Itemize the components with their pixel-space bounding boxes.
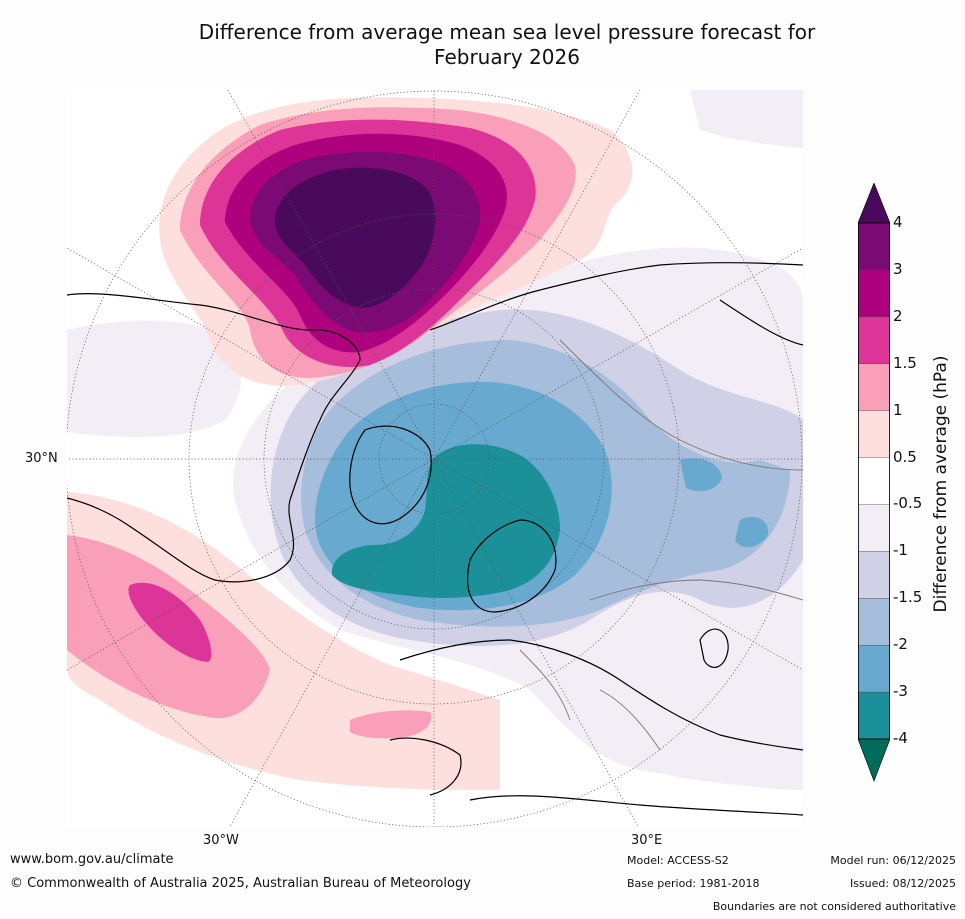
colorbar-tick-label: -0.5: [893, 494, 923, 513]
colorbar-tick-label: 0.5: [893, 447, 917, 466]
colorbar-tick-label: -4: [893, 729, 908, 747]
anomaly-region-magenta-south: [128, 582, 212, 662]
anomaly-region-pink-atlantic: [350, 710, 432, 739]
coastline-eurasia-north: [429, 262, 803, 331]
footer-website: www.bom.gov.au/climate: [10, 852, 174, 867]
colorbar-tick-label: 2: [893, 306, 903, 325]
colorbar-tick-label: 4: [893, 213, 903, 231]
colorbar-tick-label: 1: [893, 400, 903, 419]
country-borders: [519, 339, 803, 751]
colorbar-segment-3_4: [858, 222, 890, 271]
colorbar-title: Difference from average (hPa): [931, 355, 951, 613]
footer-disclaimer: Boundaries are not considered authoritat…: [712, 900, 956, 913]
lat-label-30n: 30°N: [25, 451, 58, 466]
anomaly-region-lavender-topright: [690, 90, 803, 148]
coastline-caspian: [699, 628, 729, 668]
coastline-greenland: [349, 425, 432, 525]
anomaly-region-teal: [331, 444, 560, 598]
pressure-anomaly-map: [67, 90, 803, 827]
coastline-europe: [399, 639, 803, 751]
colorbar-segment-1_1.5: [858, 363, 890, 412]
colorbar-segment-n3_n2: [858, 644, 890, 693]
anomaly-region-blue-asia: [680, 458, 722, 492]
colorbar-tick-label: -2: [893, 635, 908, 654]
map-title: Difference from average mean sea level p…: [0, 20, 965, 70]
coastline-scandinavia: [467, 519, 557, 613]
colorbar-segment-n1_n0.5: [858, 504, 890, 552]
anomaly-region-lavender-pacific: [67, 320, 242, 437]
coastlines: [67, 262, 803, 816]
coastline-asia-east: [719, 299, 803, 346]
footer-model-run: Model run: 06/12/2025: [830, 854, 956, 867]
colorbar-segment-n4_n3: [858, 691, 890, 740]
colorbar-segment-1.5_2: [858, 316, 890, 365]
coastline-north-america: [67, 293, 361, 583]
lon-label-30e: 30°E: [631, 833, 663, 848]
footer-model: Model: ACCESS-S2: [627, 854, 729, 867]
colorbar-tick-label: -1: [893, 541, 908, 560]
anomaly-region-deep-purple-north: [274, 167, 436, 308]
graticule: [67, 90, 803, 827]
colorbar-tick-label: -1.5: [893, 588, 923, 607]
anomaly-region-blue-asia2: [735, 516, 769, 548]
colorbar-tick-label: -3: [893, 682, 908, 701]
colorbar-segment-n1.5_n1: [858, 551, 890, 599]
coastline-africa: [469, 795, 803, 816]
footer-issued: Issued: 08/12/2025: [849, 877, 956, 890]
footer-base-period: Base period: 1981-2018: [627, 877, 760, 890]
colorbar-segment-n0.5_0.5: [858, 457, 890, 505]
title-line-2: February 2026: [434, 45, 580, 69]
coastline-iberia: [389, 737, 462, 796]
title-line-1: Difference from average mean sea level p…: [198, 20, 816, 44]
colorbar-segment-2_3: [858, 269, 890, 318]
colorbar-bottom-extend: [858, 738, 890, 782]
footer-copyright: © Commonwealth of Australia 2025, Austra…: [10, 876, 471, 891]
colorbar-top-extend: [858, 183, 890, 224]
colorbar-segment-n2_n1.5: [858, 598, 890, 646]
colorbar-segment-0.5_1: [858, 410, 890, 459]
colorbar-tick-label: 1.5: [893, 353, 917, 372]
colorbar: [858, 183, 890, 782]
colorbar-tick-label: 3: [893, 259, 903, 278]
lon-label-30w: 30°W: [203, 833, 239, 848]
